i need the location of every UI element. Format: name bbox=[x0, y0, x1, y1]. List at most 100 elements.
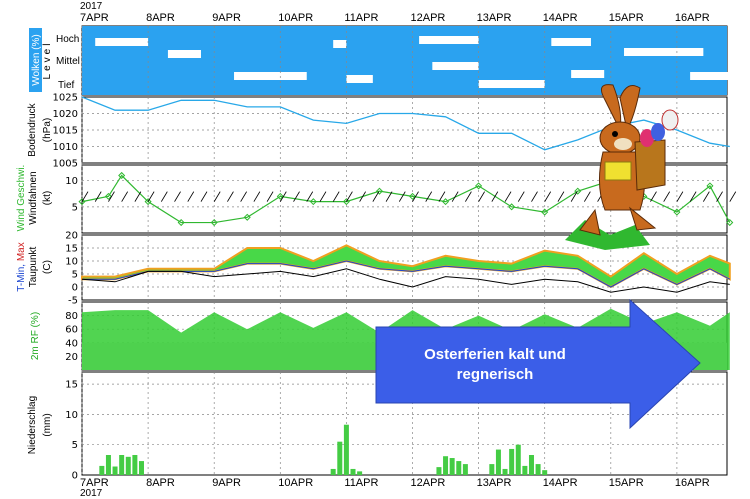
precipitation-tick-label: 5 bbox=[72, 440, 78, 451]
date-label-top: 15APR bbox=[609, 12, 644, 24]
precipitation-bar bbox=[449, 458, 455, 475]
wind-speed-marker bbox=[475, 182, 483, 190]
wind-speed-marker bbox=[706, 182, 714, 190]
pressure-ylabel: Bodendruck bbox=[27, 102, 38, 156]
clouds-ylabel: Wolken (%) bbox=[31, 34, 42, 86]
wind-barb bbox=[174, 191, 181, 202]
wind-barb bbox=[147, 191, 155, 202]
precipitation-tick-label: 15 bbox=[65, 380, 78, 391]
date-label-bottom: 15APR bbox=[609, 477, 644, 489]
wind-speed-marker bbox=[243, 213, 251, 221]
precipitation-bar bbox=[119, 455, 125, 475]
date-labels-top: 7APR 8APR 9APR 10APR 11APR 12APR 13APR 14APR 15A… bbox=[80, 12, 710, 24]
wind-speed-marker bbox=[177, 219, 185, 227]
wind-barb bbox=[279, 191, 287, 202]
wind-barb bbox=[663, 191, 671, 202]
pressure-tick-label: 1005 bbox=[53, 159, 78, 170]
wind-barb bbox=[729, 191, 737, 202]
wind-barb bbox=[570, 191, 578, 202]
cloud-gap bbox=[432, 62, 479, 70]
wind-barb bbox=[504, 191, 512, 202]
wind-barb bbox=[676, 191, 684, 202]
dewpoint-line bbox=[81, 268, 730, 293]
date-label-bottom: 13APR bbox=[477, 477, 512, 489]
wind-barb bbox=[81, 191, 89, 202]
humidity-tick-label: 60 bbox=[65, 325, 78, 336]
wind-tick-label: 10 bbox=[65, 176, 78, 187]
wind-ylabel: Wind Geschwi. bbox=[16, 165, 27, 232]
cloud-cover-fill bbox=[82, 26, 727, 95]
precipitation-bar bbox=[502, 468, 508, 475]
cloud-gap bbox=[624, 48, 704, 56]
wind-barb bbox=[293, 191, 300, 202]
annotation-line-1: Osterferien kalt und bbox=[424, 346, 566, 363]
precipitation-bar bbox=[125, 456, 131, 475]
precipitation-bar bbox=[515, 444, 521, 475]
wind-tick-label: 5 bbox=[72, 202, 78, 213]
precipitation-bar bbox=[330, 468, 336, 475]
cloud-gap bbox=[333, 40, 347, 48]
date-label-top: 8APR bbox=[146, 12, 175, 24]
precipitation-bar bbox=[132, 455, 138, 475]
wind-barb bbox=[359, 191, 366, 202]
cloud-level-low: Tief bbox=[58, 80, 75, 91]
easter-bunny-illustration bbox=[565, 84, 679, 250]
annotation-text: Osterferien kalt und regnerisch bbox=[380, 345, 610, 385]
precipitation-bar bbox=[528, 455, 534, 475]
wind-barb bbox=[465, 191, 472, 202]
wind-barb bbox=[319, 191, 327, 202]
wind-barb bbox=[531, 191, 538, 202]
precipitation-tick-label: 10 bbox=[65, 410, 78, 421]
cloud-panel bbox=[82, 26, 730, 95]
pressure-line bbox=[81, 96, 730, 151]
date-label-top: 9APR bbox=[212, 12, 241, 24]
wind-barb bbox=[517, 191, 525, 202]
wind-barb bbox=[332, 191, 340, 202]
date-label-bottom: 11APR bbox=[344, 477, 378, 489]
temperature-tick-label: 10 bbox=[65, 257, 78, 268]
wind-speed-marker bbox=[118, 171, 126, 179]
precipitation-bar bbox=[443, 456, 449, 475]
wind-barb bbox=[227, 191, 234, 202]
wind-ylabel-2: Windfahnen bbox=[28, 171, 39, 224]
precipitation-bar bbox=[542, 470, 548, 475]
wind-barb bbox=[187, 191, 195, 202]
date-label-bottom: 10APR bbox=[278, 477, 313, 489]
wind-speed-marker bbox=[408, 192, 417, 200]
precipitation-bar bbox=[436, 467, 442, 475]
wind-barb bbox=[716, 191, 723, 202]
year-label-top: 2017 bbox=[80, 1, 103, 12]
precipitation-bar bbox=[105, 455, 111, 475]
cloud-gap bbox=[234, 72, 307, 80]
date-label-bottom: 7APR bbox=[80, 477, 109, 489]
wind-barb bbox=[160, 191, 168, 202]
wind-barb bbox=[425, 191, 433, 202]
wind-barb bbox=[134, 191, 142, 202]
tick-labels: 1025102010151010100510520151050-58060402… bbox=[53, 93, 78, 482]
cloud-gap bbox=[346, 75, 373, 83]
wind-barb bbox=[438, 191, 446, 202]
wind-barb bbox=[306, 191, 314, 202]
date-label-top: 10APR bbox=[278, 12, 313, 24]
wind-barb bbox=[689, 191, 697, 202]
wind-speed-marker bbox=[144, 198, 152, 206]
temperature-tick-label: 20 bbox=[65, 231, 78, 242]
wind-barb bbox=[346, 191, 353, 202]
annotation-arrow bbox=[375, 298, 701, 430]
wind-barb bbox=[200, 191, 208, 202]
precipitation-tick-label: 0 bbox=[72, 471, 78, 482]
humidity-ylabel: 2m RF (%) bbox=[30, 312, 41, 360]
date-label-bottom: 9APR bbox=[212, 477, 241, 489]
pressure-tick-label: 1020 bbox=[53, 109, 78, 120]
precipitation-bar bbox=[112, 466, 118, 475]
temperature-tick-label: 15 bbox=[65, 244, 78, 255]
date-label-bottom: 8APR bbox=[146, 477, 175, 489]
precipitation-bar bbox=[350, 468, 356, 475]
precipitation-bar bbox=[343, 424, 349, 475]
wind-barb bbox=[412, 191, 419, 202]
wind-speed-marker bbox=[342, 198, 350, 206]
wind-barb bbox=[398, 191, 406, 202]
wind-barb bbox=[385, 191, 393, 202]
precipitation-bar bbox=[509, 448, 515, 475]
temperature-tick-label: -5 bbox=[68, 296, 78, 307]
